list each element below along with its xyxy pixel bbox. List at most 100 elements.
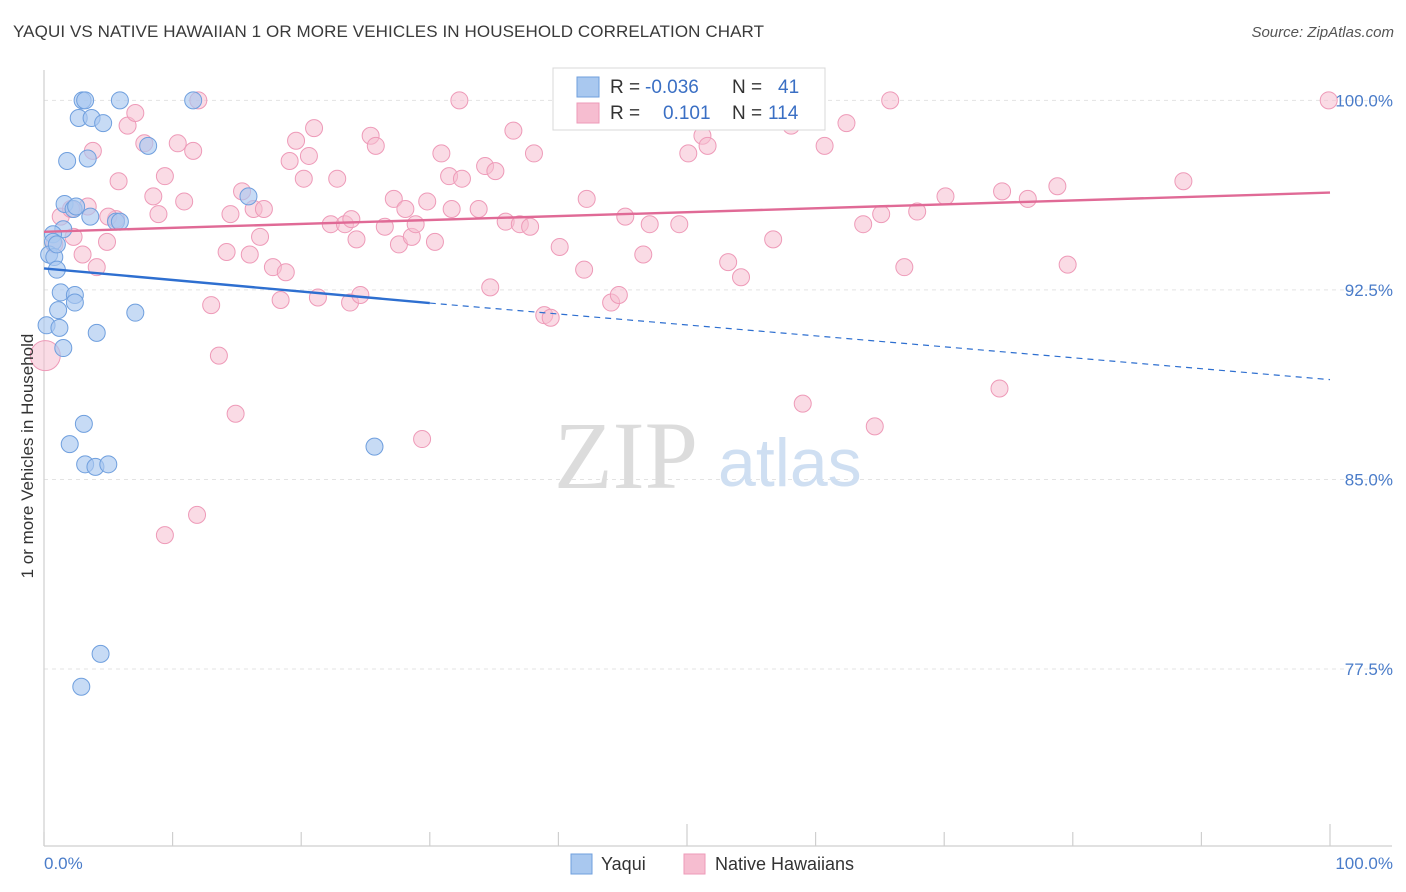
hawaiian-point — [1058, 255, 1077, 274]
yaqui-point — [49, 301, 68, 320]
stats-r-value-yaqui: -0.036 — [645, 77, 699, 98]
hawaiian-point — [993, 182, 1012, 201]
hawaiian-points — [29, 91, 1338, 545]
hawaiian-point — [366, 136, 385, 155]
hawaiian-point — [452, 169, 471, 188]
hawaiian-point — [294, 169, 313, 188]
hawaiian-point — [640, 215, 659, 234]
yaqui-point — [60, 435, 79, 454]
watermark-zip: ZIP — [554, 402, 698, 509]
stats-n-label-hawaiian: N = — [732, 103, 762, 124]
hawaiian-point — [425, 232, 444, 251]
hawaiian-point — [881, 91, 900, 110]
legend-swatch-yaqui — [570, 853, 593, 875]
hawaiian-point — [524, 144, 543, 163]
y-tick-label-1: 85.0% — [1345, 470, 1393, 489]
hawaiian-point — [670, 215, 689, 234]
stats-r-label-yaqui: R = — [610, 77, 640, 98]
hawaiian-point — [109, 172, 128, 191]
yaqui-point — [65, 293, 84, 312]
hawaiian-point — [577, 189, 596, 208]
yaqui-trend-line — [43, 267, 430, 305]
yaqui-point — [94, 114, 113, 133]
axis-layer — [43, 70, 1392, 847]
hawaiian-point — [221, 205, 240, 224]
yaqui-point — [74, 414, 93, 433]
y-tick-label-3: 100.0% — [1335, 91, 1393, 110]
hawaiian-point — [384, 189, 403, 208]
yaqui-point — [139, 136, 158, 155]
hawaiian-point — [271, 291, 290, 310]
bottom-legend: Yaqui Native Hawaiians — [570, 853, 854, 875]
hawaiian-point — [908, 202, 927, 221]
hawaiian-point — [895, 258, 914, 277]
hawaiian-point — [202, 296, 221, 315]
hawaiian-point — [144, 187, 163, 206]
yaqui-point — [365, 437, 384, 456]
hawaiian-point — [280, 151, 299, 170]
yaqui-point — [47, 235, 66, 254]
hawaiian-point — [469, 200, 488, 219]
hawaiian-point — [396, 200, 415, 219]
hawaiian-point — [347, 230, 366, 249]
hawaiian-point — [815, 136, 834, 155]
x-tick-label-0: 0.0% — [44, 854, 83, 873]
hawaiian-point — [342, 210, 361, 229]
yaqui-point — [184, 91, 203, 110]
hawaiian-point — [719, 253, 738, 272]
hawaiian-point — [450, 91, 469, 110]
hawaiian-point — [541, 308, 560, 327]
yaqui-point — [58, 151, 77, 170]
hawaiian-point — [679, 144, 698, 163]
yaqui-point — [110, 212, 129, 231]
hawaiian-point — [155, 167, 174, 186]
yaqui-point — [239, 187, 258, 206]
yaqui-point — [81, 207, 100, 226]
hawaiian-point — [634, 245, 653, 264]
hawaiian-point — [1018, 189, 1037, 208]
chart-title: YAQUI VS NATIVE HAWAIIAN 1 OR MORE VEHIC… — [13, 22, 765, 41]
hawaiian-point — [299, 146, 318, 165]
stats-legend-swatch-yaqui — [576, 76, 600, 98]
hawaiian-point — [432, 144, 451, 163]
hawaiian-point — [305, 119, 324, 138]
yaqui-points — [37, 91, 384, 696]
hawaiian-point — [837, 114, 856, 133]
yaqui-point — [87, 323, 106, 342]
hawaiian-point — [616, 207, 635, 226]
hawaiian-point — [276, 263, 295, 282]
yaqui-trend-extension — [429, 302, 1331, 381]
hawaiian-point — [226, 404, 245, 423]
stats-r-label-hawaiian: R = — [610, 103, 640, 124]
hawaiian-point — [865, 417, 884, 436]
yaqui-point — [50, 318, 69, 337]
stats-legend-swatch-hawaiian — [576, 102, 600, 124]
hawaiian-point — [168, 134, 187, 153]
y-tick-label-0: 77.5% — [1345, 660, 1393, 679]
hawaiian-point — [732, 268, 751, 287]
chart-source: Source: ZipAtlas.com — [1251, 24, 1394, 41]
yaqui-point — [126, 303, 145, 322]
hawaiian-point — [406, 215, 425, 234]
hawaiian-point — [413, 430, 432, 449]
yaqui-point — [54, 339, 73, 358]
hawaiian-point — [764, 230, 783, 249]
hawaiian-point — [254, 200, 273, 219]
yaqui-point — [110, 91, 129, 110]
hawaiian-point — [793, 394, 812, 413]
stats-r-value-hawaiian: 0.101 — [663, 103, 711, 124]
hawaiian-point — [240, 245, 259, 264]
hawaiian-point — [351, 285, 370, 304]
yaqui-point — [91, 644, 110, 663]
stats-n-value-hawaiian: 114 — [768, 103, 799, 124]
hawaiian-point — [550, 237, 569, 256]
yaqui-point — [76, 91, 95, 110]
hawaiian-point — [481, 278, 500, 297]
grid-layer — [44, 99, 1392, 670]
hawaiian-point — [126, 103, 145, 122]
stats-n-label-yaqui: N = — [732, 77, 762, 98]
stats-n-value-yaqui: 41 — [778, 77, 799, 98]
hawaiian-point — [575, 260, 594, 279]
hawaiian-point — [486, 162, 505, 181]
